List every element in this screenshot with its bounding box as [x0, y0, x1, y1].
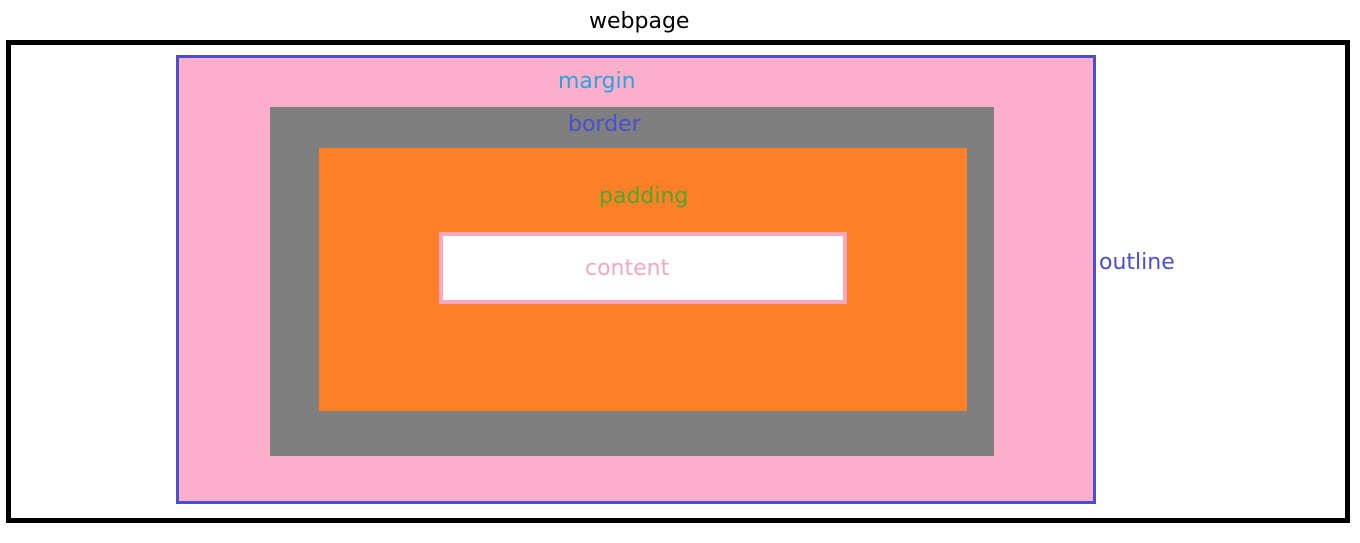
outline-label: outline — [1099, 250, 1175, 275]
margin-label: margin — [558, 69, 636, 94]
content-label: content — [585, 256, 670, 281]
border-label: border — [568, 112, 641, 137]
webpage-frame — [6, 40, 1350, 523]
content-area — [439, 232, 847, 304]
webpage-label: webpage — [589, 9, 690, 34]
padding-label: padding — [599, 184, 689, 209]
